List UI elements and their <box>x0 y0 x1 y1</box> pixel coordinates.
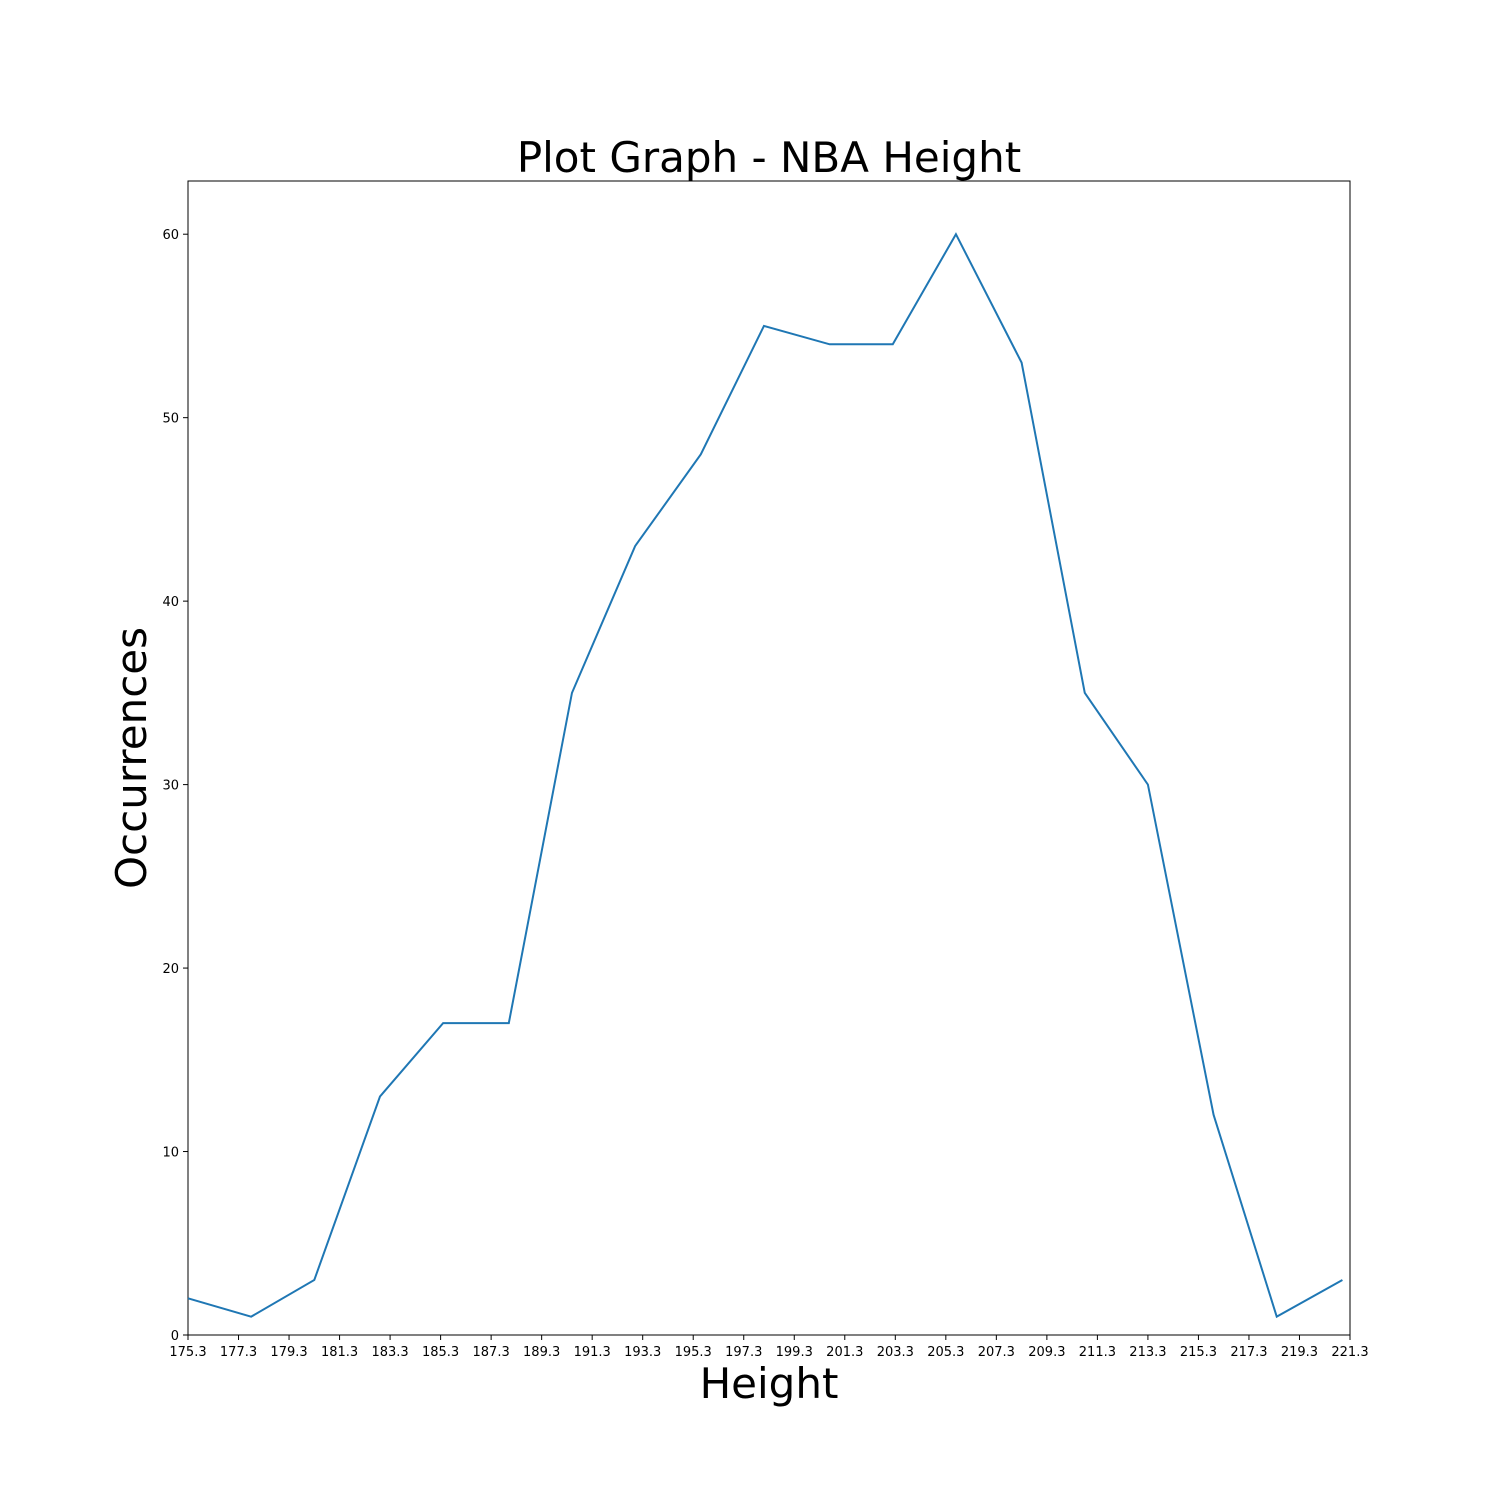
y-tick-label: 20 <box>162 962 179 977</box>
x-tick-label: 217.3 <box>1230 1345 1267 1360</box>
x-tick-label: 207.3 <box>978 1345 1015 1360</box>
y-tick-label: 60 <box>162 228 179 243</box>
x-tick-label: 195.3 <box>675 1345 712 1360</box>
x-tick-label: 197.3 <box>725 1345 762 1360</box>
x-tick-label: 221.3 <box>1331 1345 1368 1360</box>
y-axis: 0 10 20 30 40 50 60 <box>162 228 188 1344</box>
x-tick-label: 175.3 <box>169 1345 206 1360</box>
x-tick-label: 181.3 <box>321 1345 358 1360</box>
x-axis-title: Height <box>700 1359 839 1408</box>
x-tick-label: 193.3 <box>624 1345 661 1360</box>
x-tick-label: 201.3 <box>826 1345 863 1360</box>
y-axis-title: Occurrences <box>107 627 156 889</box>
plot-frame <box>187 180 1351 1336</box>
y-tick-label: 50 <box>162 412 179 427</box>
y-tick-label: 40 <box>162 595 179 610</box>
x-tick-label: 209.3 <box>1028 1345 1065 1360</box>
x-tick-label: 191.3 <box>574 1345 611 1360</box>
x-tick-label: 189.3 <box>523 1345 560 1360</box>
plot-area <box>187 180 1351 1336</box>
x-tick-label: 205.3 <box>927 1345 964 1360</box>
x-tick-label: 219.3 <box>1281 1345 1318 1360</box>
x-tick-label: 177.3 <box>220 1345 257 1360</box>
chart-title: Plot Graph - NBA Height <box>517 133 1021 182</box>
x-tick-label: 187.3 <box>473 1345 510 1360</box>
x-tick-label: 203.3 <box>877 1345 914 1360</box>
y-tick-label: 10 <box>162 1146 179 1161</box>
x-tick-label: 185.3 <box>422 1345 459 1360</box>
y-tick-label: 0 <box>171 1329 179 1344</box>
x-tick-label: 213.3 <box>1129 1345 1166 1360</box>
x-tick-label: 211.3 <box>1079 1345 1116 1360</box>
x-tick-label: 199.3 <box>776 1345 813 1360</box>
x-axis: 175.3 177.3 179.3 181.3 183.3 185.3 187.3 189.3… <box>169 1335 1369 1360</box>
series-line-1 <box>187 232 1343 1319</box>
y-tick-label: 30 <box>162 779 179 794</box>
x-tick-label: 179.3 <box>270 1345 307 1360</box>
x-tick-label: 183.3 <box>371 1345 408 1360</box>
x-tick-label: 215.3 <box>1180 1345 1217 1360</box>
